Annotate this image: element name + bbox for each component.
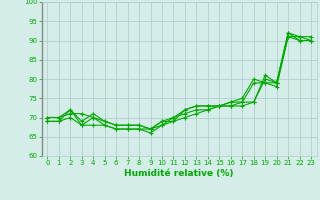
X-axis label: Humidité relative (%): Humidité relative (%) [124,169,234,178]
